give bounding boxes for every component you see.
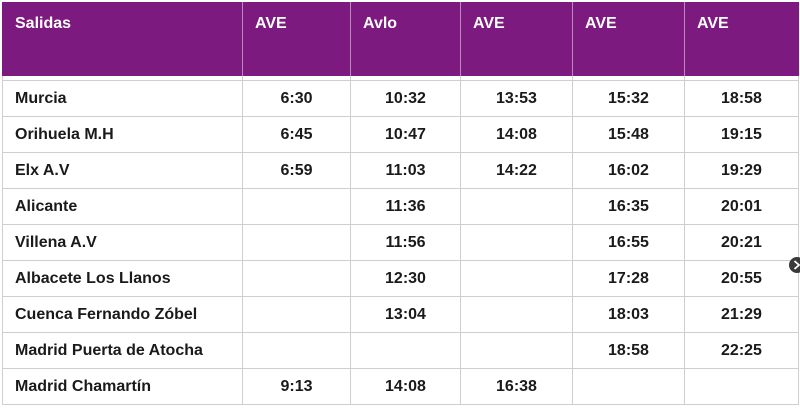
table-row: Albacete Los Llanos 12:30 17:28 20:55 (2, 260, 799, 297)
table-row: Madrid Puerta de Atocha 18:58 22:25 (2, 332, 799, 369)
station-name: Elx A.V (2, 152, 243, 189)
departure-time (572, 368, 685, 405)
departure-time (350, 332, 461, 369)
station-name: Villena A.V (2, 224, 243, 261)
departure-time: 12:30 (350, 260, 461, 297)
departure-time: 22:25 (684, 332, 799, 369)
departure-time (460, 332, 573, 369)
chevron-right-icon-glyph (793, 260, 800, 270)
header-train-3: AVE (460, 2, 573, 76)
departure-time: 21:29 (684, 296, 799, 333)
departure-time: 16:55 (572, 224, 685, 261)
table-row: Villena A.V 11:56 16:55 20:21 (2, 224, 799, 261)
departures-timetable: Salidas AVE Avlo AVE AVE AVE Murcia 6:30… (2, 2, 799, 405)
departure-time: 10:32 (350, 80, 461, 117)
departure-time: 20:21 (684, 224, 799, 261)
station-name: Madrid Chamartín (2, 368, 243, 405)
departure-time: 11:56 (350, 224, 461, 261)
table-row: Madrid Chamartín 9:13 14:08 16:38 (2, 368, 799, 405)
departure-time: 9:13 (242, 368, 351, 405)
station-name: Cuenca Fernando Zóbel (2, 296, 243, 333)
departure-time: 19:29 (684, 152, 799, 189)
departure-time (242, 260, 351, 297)
departure-time (242, 332, 351, 369)
departure-time: 13:53 (460, 80, 573, 117)
departure-time: 20:01 (684, 188, 799, 225)
departure-time (242, 224, 351, 261)
header-salidas: Salidas (2, 2, 243, 76)
departure-time: 15:32 (572, 80, 685, 117)
departure-time (242, 188, 351, 225)
header-row: Salidas AVE Avlo AVE AVE AVE (2, 2, 799, 76)
header-train-1: AVE (242, 2, 351, 76)
departure-time (460, 296, 573, 333)
station-name: Alicante (2, 188, 243, 225)
chevron-right-icon[interactable] (789, 257, 800, 273)
departure-time: 11:36 (350, 188, 461, 225)
departure-time: 18:58 (684, 80, 799, 117)
departure-time: 16:35 (572, 188, 685, 225)
departure-time: 18:58 (572, 332, 685, 369)
header-train-4: AVE (572, 2, 685, 76)
departure-time (460, 188, 573, 225)
station-name: Murcia (2, 80, 243, 117)
departure-time (460, 260, 573, 297)
table-row: Cuenca Fernando Zóbel 13:04 18:03 21:29 (2, 296, 799, 333)
table-row: Elx A.V 6:59 11:03 14:22 16:02 19:29 (2, 152, 799, 189)
departure-time: 20:55 (684, 260, 799, 297)
table-row: Orihuela M.H 6:45 10:47 14:08 15:48 19:1… (2, 116, 799, 153)
departure-time: 15:48 (572, 116, 685, 153)
header-train-2: Avlo (350, 2, 461, 76)
departure-time: 19:15 (684, 116, 799, 153)
departure-time: 6:59 (242, 152, 351, 189)
departure-time: 6:30 (242, 80, 351, 117)
station-name: Madrid Puerta de Atocha (2, 332, 243, 369)
departure-time: 14:08 (350, 368, 461, 405)
departure-time: 16:02 (572, 152, 685, 189)
timetable-container: Salidas AVE Avlo AVE AVE AVE Murcia 6:30… (2, 2, 799, 405)
departure-time: 10:47 (350, 116, 461, 153)
header-train-5: AVE (684, 2, 799, 76)
station-name: Albacete Los Llanos (2, 260, 243, 297)
departure-time: 6:45 (242, 116, 351, 153)
departure-time: 18:03 (572, 296, 685, 333)
departure-time: 13:04 (350, 296, 461, 333)
departure-time (242, 296, 351, 333)
station-name: Orihuela M.H (2, 116, 243, 153)
departure-time (460, 224, 573, 261)
departure-time: 14:08 (460, 116, 573, 153)
table-row: Murcia 6:30 10:32 13:53 15:32 18:58 (2, 80, 799, 117)
departure-time: 14:22 (460, 152, 573, 189)
departure-time (684, 368, 799, 405)
departure-time: 11:03 (350, 152, 461, 189)
departure-time: 16:38 (460, 368, 573, 405)
departure-time: 17:28 (572, 260, 685, 297)
table-row: Alicante 11:36 16:35 20:01 (2, 188, 799, 225)
